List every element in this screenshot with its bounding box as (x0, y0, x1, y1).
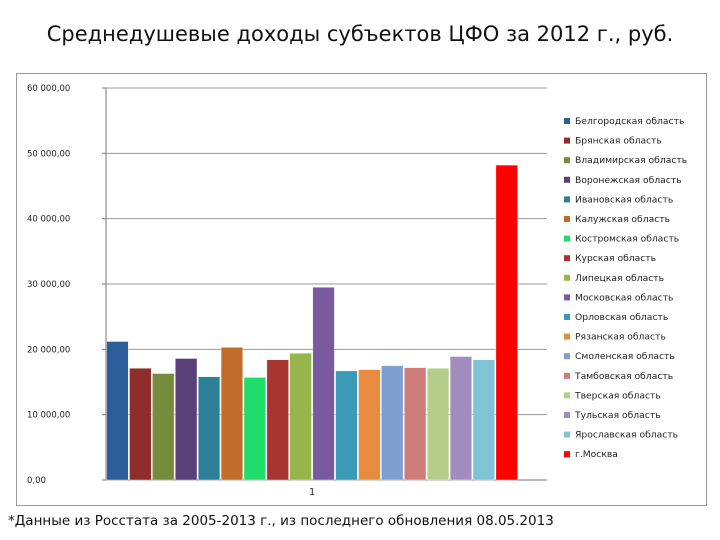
legend-swatch (564, 412, 570, 418)
legend-label: Брянская область (575, 136, 662, 147)
bar-9 (289, 353, 312, 481)
bar-16 (449, 356, 473, 481)
legend-label: Воронежская область (575, 175, 682, 186)
bar-18 (495, 164, 518, 481)
legend-label: Московская область (575, 292, 673, 303)
chart-title: Среднедушевые доходы субъектов ЦФО за 20… (46, 22, 674, 46)
legend-swatch (564, 157, 570, 164)
footnote: *Данные из Росстата за 2005-2013 г., из … (8, 513, 554, 529)
legend-label: Тамбовская область (574, 371, 673, 382)
legend-swatch (564, 235, 570, 242)
legend-swatch (564, 118, 570, 124)
legend-label: Владимирская область (575, 155, 687, 166)
y-tick-label: 60 000,00 (27, 84, 70, 94)
y-tick-label: 0,00 (27, 476, 46, 486)
chart-frame: 0,00 10 000,00 20 000,00 30 000,00 40 000,00… (16, 73, 707, 506)
y-tick-label: 40 000,00 (27, 215, 70, 225)
bar-12 (358, 369, 381, 481)
legend-label: Орловская область (575, 312, 668, 323)
legend-label: г.Москва (575, 449, 618, 460)
y-tick-label: 30 000,00 (27, 280, 70, 290)
legend-swatch (564, 314, 570, 320)
legend-swatch (564, 255, 570, 262)
legend-label: Смоленская область (575, 351, 675, 362)
y-tick-label: 20 000,00 (27, 345, 70, 355)
legend-label: Тверская область (574, 390, 661, 401)
y-tick-label: 50 000,00 (27, 149, 70, 159)
legend-label: Ярославская область (575, 430, 678, 441)
bar-4 (175, 358, 198, 481)
legend-label: Калужская область (575, 214, 670, 225)
bar-6 (220, 347, 244, 481)
bar-3 (152, 373, 175, 481)
legend-label: Ивановская область (575, 194, 673, 205)
bar-chart: 0,00 10 000,00 20 000,00 30 000,00 40 000,00… (27, 84, 687, 498)
bar-8 (266, 359, 289, 481)
legend-swatch (564, 451, 570, 458)
legend-label: Костромская область (575, 234, 679, 245)
legend-label: Липецкая область (575, 273, 664, 284)
legend-swatch (564, 196, 570, 203)
bar-11 (335, 370, 358, 481)
bar-15 (427, 368, 450, 481)
legend-swatch (564, 431, 570, 438)
bar-7 (243, 377, 266, 481)
legend-swatch (564, 137, 570, 144)
legend-label: Белгородская область (575, 116, 684, 127)
legend-swatch (564, 392, 570, 399)
legend-swatch (564, 333, 570, 340)
bar-13 (381, 365, 404, 481)
legend-swatch (564, 372, 570, 379)
bar-14 (404, 367, 427, 481)
bar-5 (197, 376, 221, 481)
legend-swatch (564, 353, 570, 360)
legend-swatch (564, 216, 570, 222)
bar-17 (472, 359, 495, 481)
legend-label: Тульская область (574, 410, 661, 421)
legend-label: Рязанская область (575, 332, 666, 343)
x-category-label: 1 (309, 487, 315, 498)
bar-10 (312, 287, 335, 481)
y-tick-label: 10 000,00 (27, 411, 70, 421)
legend-swatch (564, 294, 570, 301)
bar-1 (106, 341, 129, 481)
legend-label: Курская область (575, 253, 656, 264)
legend-swatch (564, 274, 570, 281)
bar-2 (129, 368, 152, 481)
legend-swatch (564, 176, 570, 183)
